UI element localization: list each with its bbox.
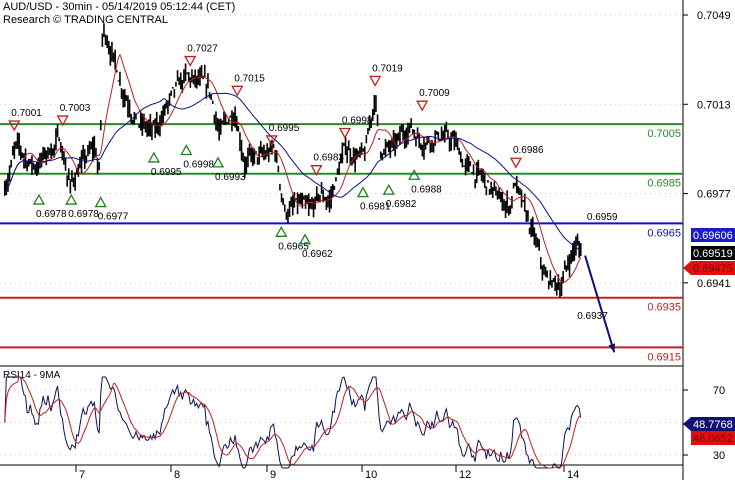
support-triangle-icon <box>298 233 312 245</box>
low-label: 0.6977 <box>98 212 129 223</box>
rsi-line <box>4 376 582 469</box>
high-label: 0.6959 <box>587 212 618 223</box>
high-label: 0.6986 <box>513 145 544 156</box>
tag-pointer-icon <box>683 261 691 275</box>
level-label: 0.6915 <box>647 351 681 363</box>
price-tag: 0.69475 <box>693 263 733 275</box>
arrow-head-icon <box>608 343 616 353</box>
x-tick-label: 12 <box>459 469 471 480</box>
support-triangle-icon <box>211 156 225 168</box>
x-tick-label: 9 <box>270 469 276 480</box>
price-tag: 0.69519 <box>693 248 733 260</box>
resistance-triangle-icon <box>369 75 382 87</box>
high-label: 0.7015 <box>234 73 265 84</box>
resistance-triangle-icon <box>338 127 352 139</box>
support-triangle-icon <box>65 193 78 205</box>
level-label: 0.6985 <box>647 178 681 190</box>
resistance-triangle-icon <box>265 135 278 147</box>
rsi-ma-value-tag: 46.0652 <box>693 433 733 445</box>
resistance-triangle-icon <box>184 55 197 67</box>
low-label: 0.6978 <box>68 209 99 220</box>
fast-ma-line <box>4 53 582 283</box>
support-triangle-icon <box>408 168 421 180</box>
chart-source: Research © TRADING CENTRAL <box>3 14 168 26</box>
low-label: 0.6937 <box>577 311 608 322</box>
low-label: 0.6995 <box>151 167 182 178</box>
resistance-triangle-icon <box>56 115 69 127</box>
resistance-triangle-icon <box>416 100 429 112</box>
low-label: 0.6981 <box>360 202 391 213</box>
rsi-ma-line <box>4 376 582 469</box>
x-tick-label: 7 <box>79 469 85 480</box>
low-label: 0.6988 <box>411 184 442 195</box>
x-tick-label: 8 <box>174 469 180 480</box>
slow-ma-line <box>4 92 582 253</box>
rsi-title: RSI14 - 9MA <box>3 370 61 381</box>
high-label: 0.7009 <box>419 88 450 99</box>
rsi-tick-label: 30 <box>713 450 725 462</box>
rsi-ma-tag-bg <box>691 431 735 445</box>
price-tag: 0.69606 <box>693 230 733 242</box>
rsi-tick-label: 70 <box>713 385 725 397</box>
high-label: 0.6995 <box>269 123 300 134</box>
y-tick-label: 0.7049 <box>697 10 731 22</box>
high-label: 0.7019 <box>372 63 403 74</box>
low-label: 0.6982 <box>386 199 417 210</box>
chart-title: AUD/USD - 30min - 05/14/2019 05:12:44 (C… <box>3 1 236 13</box>
support-triangle-icon <box>382 183 395 195</box>
level-label: 0.7005 <box>647 128 681 140</box>
price-tag-bg <box>691 228 735 242</box>
high-label: 0.7027 <box>187 44 218 55</box>
high-label: 0.6983 <box>313 153 344 164</box>
low-label: 0.6998 <box>183 159 214 170</box>
x-tick-label: 14 <box>567 469 579 480</box>
y-tick-label: 0.6977 <box>697 189 731 201</box>
rsi-value-tag: 48.7768 <box>693 419 733 431</box>
support-triangle-icon <box>32 193 46 205</box>
level-label: 0.6965 <box>647 227 681 239</box>
low-label: 0.6962 <box>302 249 333 260</box>
resistance-triangle-icon <box>310 165 323 177</box>
y-tick-label: 0.7013 <box>697 99 731 111</box>
x-tick-label: 10 <box>365 469 377 480</box>
rsi-tag-pointer-icon <box>683 417 691 431</box>
level-label: 0.6935 <box>647 302 681 314</box>
resistance-triangle-icon <box>8 120 21 132</box>
y-tick-label: 0.6941 <box>697 278 731 290</box>
forecast-arrow <box>584 255 616 353</box>
high-label: 0.7001 <box>11 108 42 119</box>
rsi-tag-bg <box>691 417 735 431</box>
support-triangle-icon <box>147 151 161 163</box>
resistance-triangle-icon <box>231 85 244 97</box>
resistance-triangle-icon <box>509 157 523 169</box>
high-label: 0.6998 <box>342 115 373 126</box>
low-label: 0.6993 <box>215 172 246 183</box>
low-label: 0.6965 <box>278 241 309 252</box>
price-tag-bg <box>691 246 735 260</box>
low-label: 0.6978 <box>36 209 67 220</box>
support-triangle-icon <box>94 196 107 208</box>
support-triangle-icon <box>275 225 288 237</box>
price-tag-bg <box>691 261 735 275</box>
support-triangle-icon <box>180 144 193 156</box>
high-label: 0.7003 <box>60 103 91 114</box>
support-triangle-icon <box>356 186 370 198</box>
